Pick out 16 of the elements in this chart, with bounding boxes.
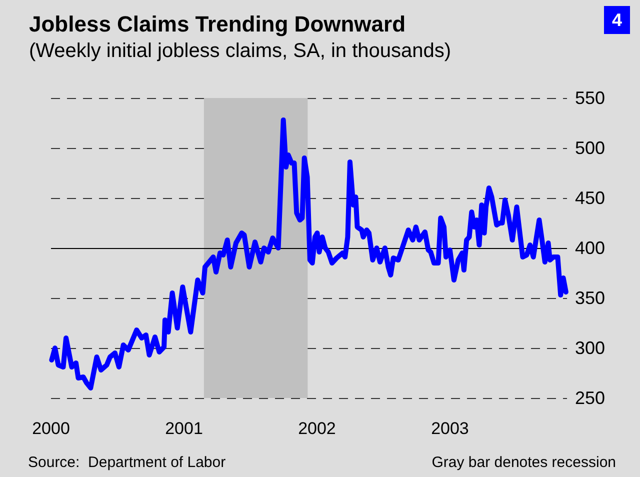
text: 4 — [612, 10, 622, 30]
x-tick-label: 2003 — [431, 419, 469, 438]
y-tick-label: 400 — [575, 238, 606, 258]
x-tick-label: 2000 — [32, 419, 70, 438]
source-note: Source: Department of Labor — [28, 454, 226, 471]
y-tick-label: 250 — [575, 388, 606, 408]
y-tick-label: 300 — [575, 338, 606, 358]
y-tick-label: 350 — [575, 288, 606, 308]
x-tick-label: 2002 — [298, 419, 336, 438]
y-tick-label: 550 — [575, 88, 606, 108]
y-tick-label: 500 — [575, 138, 606, 158]
x-tick-label: 2001 — [165, 419, 203, 438]
chart-subtitle: (Weekly initial jobless claims, SA, in thousands) — [29, 40, 452, 62]
y-tick-label: 450 — [575, 188, 606, 208]
chart-title: Jobless Claims Trending Downward — [29, 12, 406, 36]
text: Gray bar denotes recession — [432, 454, 616, 471]
